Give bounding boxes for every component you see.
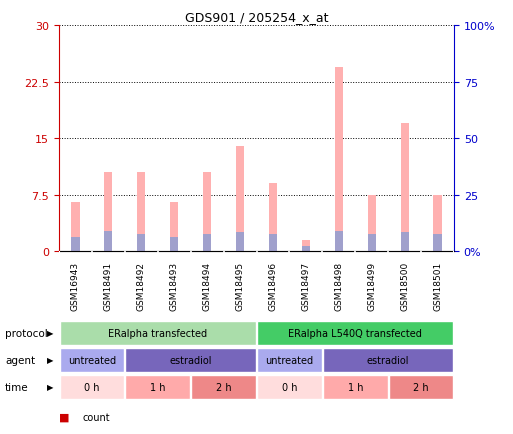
Text: count: count: [82, 412, 110, 422]
Text: estradiol: estradiol: [367, 355, 409, 365]
Bar: [257, 375, 322, 399]
Text: ▶: ▶: [47, 355, 54, 364]
Text: 0 h: 0 h: [282, 382, 297, 391]
Bar: [60, 348, 124, 372]
Bar: [302, 246, 310, 252]
Text: GSM18496: GSM18496: [268, 261, 278, 310]
Text: ▶: ▶: [47, 329, 54, 337]
Text: GSM18499: GSM18499: [367, 261, 376, 310]
Text: agent: agent: [5, 355, 35, 365]
Text: 2 h: 2 h: [216, 382, 231, 391]
Bar: [334, 67, 343, 252]
Bar: [60, 321, 256, 345]
Bar: [203, 173, 211, 252]
Bar: [203, 235, 211, 252]
Text: GSM18491: GSM18491: [104, 261, 113, 310]
Bar: [170, 203, 179, 252]
Bar: [104, 173, 112, 252]
Bar: [401, 233, 409, 252]
Bar: [191, 375, 256, 399]
Text: untreated: untreated: [68, 355, 116, 365]
Bar: [257, 321, 453, 345]
Text: estradiol: estradiol: [169, 355, 212, 365]
Bar: [302, 240, 310, 252]
Text: GSM18498: GSM18498: [334, 261, 343, 310]
Bar: [71, 237, 80, 252]
Bar: [126, 348, 256, 372]
Text: GSM18501: GSM18501: [433, 261, 442, 310]
Bar: [368, 195, 376, 252]
Text: GSM18495: GSM18495: [235, 261, 245, 310]
Bar: [389, 375, 453, 399]
Text: GSM16943: GSM16943: [71, 261, 80, 310]
Text: 0 h: 0 h: [84, 382, 100, 391]
Text: ERalpha L540Q transfected: ERalpha L540Q transfected: [288, 328, 422, 338]
Bar: [401, 124, 409, 252]
Bar: [71, 203, 80, 252]
Text: ERalpha transfected: ERalpha transfected: [108, 328, 207, 338]
Text: ▶: ▶: [47, 382, 54, 391]
Bar: [170, 237, 179, 252]
Text: protocol: protocol: [5, 328, 48, 338]
Bar: [126, 375, 190, 399]
Bar: [60, 375, 124, 399]
Text: 2 h: 2 h: [413, 382, 429, 391]
Bar: [433, 195, 442, 252]
Bar: [269, 184, 277, 252]
Text: 1 h: 1 h: [347, 382, 363, 391]
Text: GSM18492: GSM18492: [137, 261, 146, 310]
Bar: [368, 235, 376, 252]
Bar: [323, 375, 387, 399]
Text: ■: ■: [59, 412, 69, 422]
Text: untreated: untreated: [265, 355, 313, 365]
Bar: [269, 235, 277, 252]
Bar: [323, 348, 453, 372]
Bar: [334, 231, 343, 252]
Text: GDS901 / 205254_x_at: GDS901 / 205254_x_at: [185, 11, 328, 24]
Text: GSM18494: GSM18494: [203, 261, 212, 310]
Text: GSM18500: GSM18500: [400, 261, 409, 310]
Bar: [104, 231, 112, 252]
Bar: [137, 235, 145, 252]
Bar: [236, 233, 244, 252]
Bar: [257, 348, 322, 372]
Text: GSM18493: GSM18493: [170, 261, 179, 310]
Text: 1 h: 1 h: [150, 382, 166, 391]
Bar: [236, 146, 244, 252]
Text: time: time: [5, 382, 29, 391]
Bar: [433, 235, 442, 252]
Text: GSM18497: GSM18497: [301, 261, 310, 310]
Bar: [137, 173, 145, 252]
